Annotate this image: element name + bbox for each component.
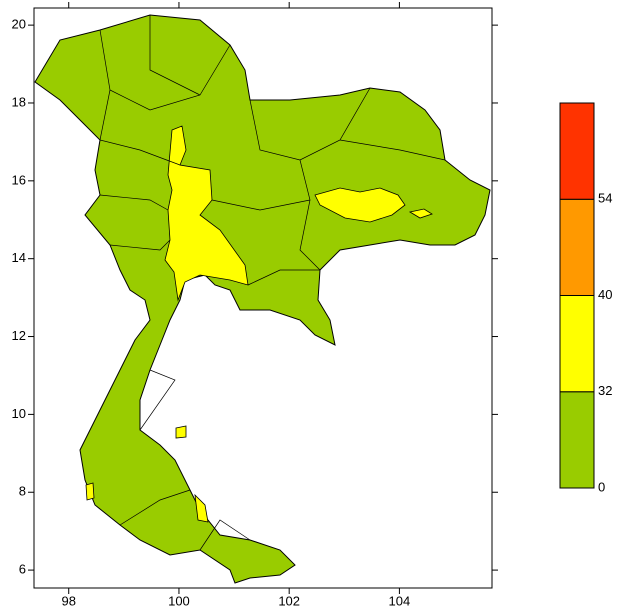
colorbar-label: 40 — [598, 287, 612, 302]
border — [119, 489, 191, 526]
yellow-zone — [175, 425, 187, 439]
border — [99, 29, 231, 111]
border — [299, 159, 321, 271]
map-area — [34, 14, 491, 584]
border — [339, 139, 446, 161]
x-tick-label: 100 — [168, 593, 190, 608]
colorbar-label: 0 — [598, 479, 605, 494]
colorbar-bin — [559, 198, 595, 296]
colorbar-bin — [559, 295, 595, 393]
yellow-zone — [408, 208, 433, 219]
yellow-zone — [314, 187, 406, 223]
border — [149, 15, 201, 96]
y-tick-label: 6 — [19, 562, 26, 577]
y-tick-label: 10 — [12, 406, 26, 421]
yellow-zone — [85, 482, 95, 501]
colorbar-bin — [559, 391, 595, 489]
y-tick-label: 16 — [12, 172, 26, 187]
yellow-zone — [194, 493, 209, 523]
x-tick-label: 104 — [389, 593, 411, 608]
colorbar-bin — [559, 102, 595, 200]
colorbar-label: 54 — [598, 191, 612, 206]
border — [99, 194, 169, 211]
province-borders — [99, 15, 446, 551]
border — [247, 269, 320, 286]
x-tick-label: 98 — [61, 593, 75, 608]
y-tick-label: 20 — [12, 17, 26, 32]
border — [199, 519, 251, 551]
colorbar-label: 32 — [598, 383, 612, 398]
y-tick-label: 14 — [12, 250, 26, 265]
y-tick-label: 8 — [19, 484, 26, 499]
border — [109, 239, 171, 251]
y-tick-label: 12 — [12, 328, 26, 343]
land — [34, 14, 491, 584]
border — [139, 369, 176, 431]
plot-frame — [33, 7, 493, 589]
y-tick-label: 18 — [12, 94, 26, 109]
x-tick-label: 102 — [278, 593, 300, 608]
border — [211, 199, 311, 211]
border — [99, 89, 181, 166]
yellow-zone — [164, 125, 249, 302]
